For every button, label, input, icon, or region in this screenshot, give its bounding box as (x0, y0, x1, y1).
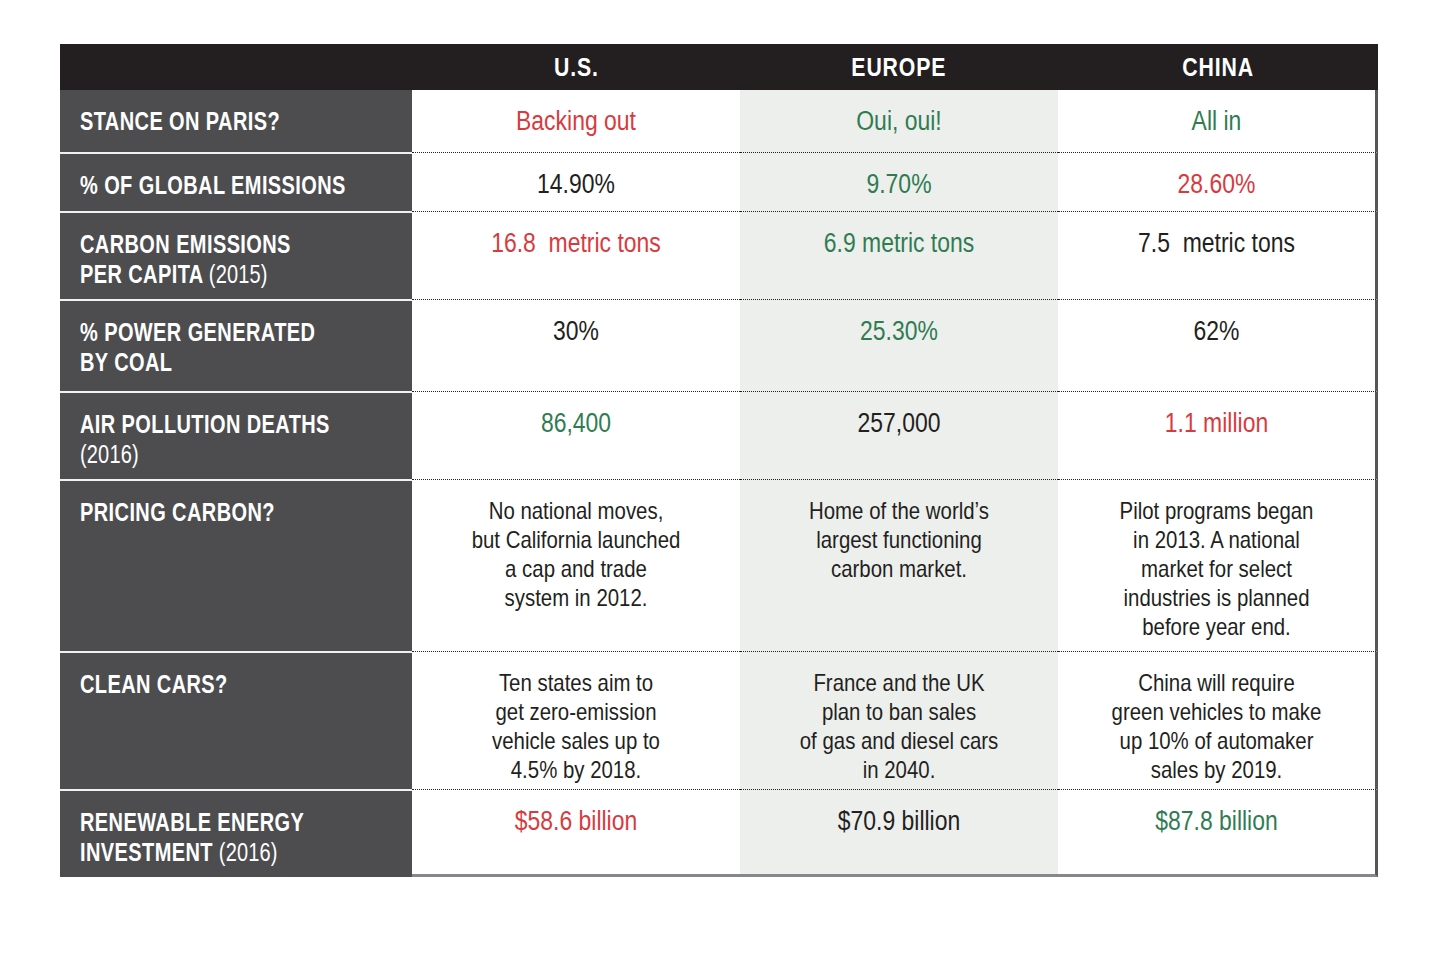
column-header-europe-label: EUROPE (852, 53, 947, 82)
cell-us: $58.6 billion (412, 789, 740, 877)
column-header-us-label: U.S. (554, 53, 599, 82)
comparison-table: U.S. EUROPE CHINA STANCE ON PARIS? Backi… (60, 44, 1378, 877)
column-header-china: CHINA (1058, 44, 1378, 90)
row-stance-on-paris: STANCE ON PARIS? Backing out Oui, oui! A… (60, 90, 1378, 152)
cell-europe: $70.9 billion (740, 789, 1058, 877)
row-label-line1: STANCE ON PARIS? (80, 106, 334, 136)
cell-us: 16.8 metric tons (412, 211, 740, 299)
cell-value: 28.60% (1082, 169, 1351, 200)
cell-value: Oui, oui! (764, 106, 1034, 137)
cell-china: 28.60% (1058, 152, 1378, 211)
cell-europe: 6.9 metric tons (740, 211, 1058, 299)
row-pricing-carbon: PRICING CARBON? No national moves, but C… (60, 479, 1378, 651)
cell-value: 9.70% (764, 169, 1034, 200)
row-label-line2: BY COAL (80, 347, 334, 377)
row-renewable-investment: RENEWABLE ENERGY INVESTMENT (2016) $58.6… (60, 789, 1378, 877)
header-corner (60, 44, 412, 90)
cell-china: China will require green vehicles to mak… (1058, 651, 1378, 789)
cell-value: France and the UK plan to ban sales of g… (764, 668, 1034, 784)
cell-value: 62% (1082, 316, 1351, 347)
row-label: CLEAN CARS? (60, 651, 412, 789)
row-label: STANCE ON PARIS? (60, 90, 412, 152)
cell-value: No national moves, but California launch… (437, 496, 716, 612)
row-label: CARBON EMISSIONS PER CAPITA (2015) (60, 211, 412, 299)
cell-value: $87.8 billion (1082, 806, 1351, 837)
cell-value: Home of the world’s largest functioning … (764, 496, 1034, 583)
cell-europe: Home of the world’s largest functioning … (740, 479, 1058, 651)
column-header-europe: EUROPE (740, 44, 1058, 90)
row-label-line1: % OF GLOBAL EMISSIONS (80, 170, 334, 200)
cell-us: Backing out (412, 90, 740, 152)
column-header-china-label: CHINA (1182, 53, 1254, 82)
cell-china: 62% (1058, 299, 1378, 391)
cell-us: 86,400 (412, 391, 740, 479)
cell-europe: 25.30% (740, 299, 1058, 391)
cell-europe: France and the UK plan to ban sales of g… (740, 651, 1058, 789)
row-global-emissions: % OF GLOBAL EMISSIONS 14.90% 9.70% 28.60… (60, 152, 1378, 211)
row-label: % POWER GENERATED BY COAL (60, 299, 412, 391)
cell-us: 30% (412, 299, 740, 391)
cell-us: Ten states aim to get zero-emission vehi… (412, 651, 740, 789)
row-label-line1: CARBON EMISSIONS (80, 229, 334, 259)
row-carbon-per-capita: CARBON EMISSIONS PER CAPITA (2015) 16.8 … (60, 211, 1378, 299)
cell-europe: 9.70% (740, 152, 1058, 211)
row-label-line1: AIR POLLUTION DEATHS (80, 409, 334, 439)
row-power-from-coal: % POWER GENERATED BY COAL 30% 25.30% 62% (60, 299, 1378, 391)
row-label-line1: PRICING CARBON? (80, 497, 334, 527)
row-label-line2: PER CAPITA (2015) (80, 259, 334, 289)
cell-value: All in (1082, 106, 1351, 137)
row-label: RENEWABLE ENERGY INVESTMENT (2016) (60, 789, 412, 877)
row-label: % OF GLOBAL EMISSIONS (60, 152, 412, 211)
cell-us: 14.90% (412, 152, 740, 211)
cell-value: 6.9 metric tons (764, 228, 1034, 259)
cell-europe: 257,000 (740, 391, 1058, 479)
row-air-pollution-deaths: AIR POLLUTION DEATHS (2016) 86,400 257,0… (60, 391, 1378, 479)
cell-value: Backing out (437, 106, 716, 137)
row-label: PRICING CARBON? (60, 479, 412, 651)
cell-value: 1.1 million (1082, 408, 1351, 439)
cell-value: 7.5 metric tons (1082, 228, 1351, 259)
cell-value: $70.9 billion (764, 806, 1034, 837)
table-header: U.S. EUROPE CHINA (60, 44, 1378, 90)
cell-us: No national moves, but California launch… (412, 479, 740, 651)
cell-value: China will require green vehicles to mak… (1082, 668, 1351, 784)
cell-value: 16.8 metric tons (437, 228, 716, 259)
cell-china: $87.8 billion (1058, 789, 1378, 877)
cell-value: $58.6 billion (437, 806, 716, 837)
row-label-line2: INVESTMENT (2016) (80, 837, 334, 867)
cell-value: 25.30% (764, 316, 1034, 347)
row-label: AIR POLLUTION DEATHS (2016) (60, 391, 412, 479)
row-label-line1: RENEWABLE ENERGY (80, 807, 334, 837)
cell-value: 30% (437, 316, 716, 347)
cell-value: 14.90% (437, 169, 716, 200)
cell-europe: Oui, oui! (740, 90, 1058, 152)
cell-china: Pilot programs began in 2013. A national… (1058, 479, 1378, 651)
row-label-line2: (2016) (80, 439, 334, 469)
cell-value: 86,400 (437, 408, 716, 439)
column-header-us: U.S. (412, 44, 740, 90)
row-label-line1: CLEAN CARS? (80, 669, 334, 699)
cell-china: 7.5 metric tons (1058, 211, 1378, 299)
cell-value: Ten states aim to get zero-emission vehi… (437, 668, 716, 784)
cell-china: All in (1058, 90, 1378, 152)
cell-value: Pilot programs began in 2013. A national… (1082, 496, 1351, 641)
cell-china: 1.1 million (1058, 391, 1378, 479)
cell-value: 257,000 (764, 408, 1034, 439)
row-clean-cars: CLEAN CARS? Ten states aim to get zero-e… (60, 651, 1378, 789)
row-label-line1: % POWER GENERATED (80, 317, 334, 347)
